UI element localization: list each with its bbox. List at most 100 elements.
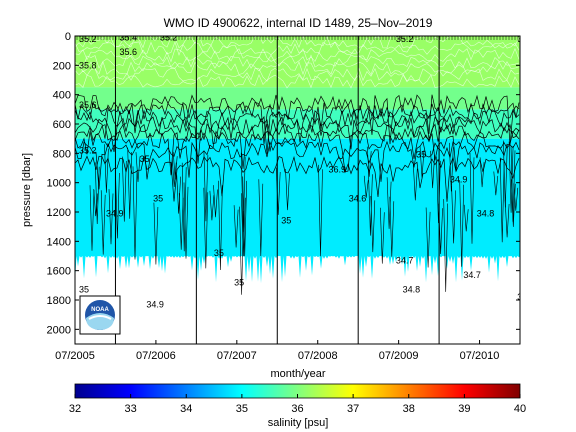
surface-isohaline (75, 36, 520, 49)
x-tick-label-5: 07/2010 (460, 350, 500, 362)
contour-spike (318, 164, 323, 257)
salinity-layer-3 (75, 138, 520, 256)
contour-spike (419, 145, 425, 178)
y-tick-label-3: 600 (53, 119, 71, 131)
contour-label-10: 35 (153, 194, 163, 204)
contour-label-24: 34.7 (463, 270, 481, 280)
y-tick-label-7: 1400 (47, 236, 71, 248)
contour-label-19: 34.7 (396, 255, 414, 265)
contour-spike (104, 144, 109, 193)
contour-spike (132, 166, 138, 260)
contour-line (75, 140, 520, 190)
x-axis: 07/2005 07/2006 07/2007 07/2008 07/2009 07/20… (55, 340, 499, 362)
surface-isohaline (75, 41, 520, 56)
contour-label-18: 34.6 (349, 194, 367, 204)
contour-spike (233, 205, 239, 248)
contour-spike (459, 180, 464, 267)
y-tick-label-0: 0 (65, 31, 71, 43)
contour-spike (425, 207, 431, 268)
contour-spike (89, 185, 95, 251)
contour-spike (463, 204, 469, 232)
contour-label-11: 34.9 (106, 208, 124, 218)
contour-label-7: 35.2 (517, 34, 535, 44)
contour-spike (430, 150, 435, 189)
contour-label-17: 35 (281, 216, 291, 226)
contour-label-5: 35.6 (79, 100, 97, 110)
noaa-logo: NOAA (79, 295, 121, 335)
contour-spike (242, 176, 247, 257)
contour-spike (368, 169, 373, 236)
contour-spike (176, 172, 181, 214)
contour-spike (183, 182, 189, 259)
contour-spike (469, 152, 475, 244)
contour-spike (493, 171, 499, 196)
x-tick-label-2: 07/2007 (217, 350, 257, 362)
contour-spike (413, 164, 418, 201)
colorbar-tick-label-1: 33 (125, 403, 137, 415)
plot-area: 35.2 35.4 35.6 35.2 35.8 35.6 35.2 35.2 35.2 35 35… (75, 32, 535, 344)
colorbar-tick-label-0: 32 (69, 403, 81, 415)
contour-line (75, 123, 520, 169)
y-tick-label-2: 400 (53, 90, 71, 102)
y-axis: 0 200 400 600 800 1000 1200 1400 1600 1800 2000 (47, 31, 520, 336)
contour-spike (451, 185, 456, 244)
profile-bottom-edge (75, 256, 520, 284)
contour-spike (285, 168, 290, 211)
contour-spike (209, 190, 215, 221)
contour-spike (135, 152, 141, 183)
contour-spike (386, 177, 392, 229)
contour-spike (213, 185, 218, 218)
contour-spike (258, 179, 264, 257)
contour-spike (93, 189, 98, 217)
contour-label-23: 34.8 (477, 208, 495, 218)
colorbar-tick-label-5: 37 (347, 403, 359, 415)
contour-line (75, 101, 520, 145)
contour-spike (511, 179, 516, 227)
contour-label-9: 35 (140, 154, 150, 164)
contour-label-2: 35.6 (119, 47, 137, 57)
colorbar-tick-label-7: 39 (458, 403, 470, 415)
contour-spike (218, 180, 223, 271)
contour-spike (510, 145, 516, 222)
contour-spike (479, 157, 485, 188)
contour-spike (127, 147, 132, 219)
contour-label-22: 34.9 (450, 175, 468, 185)
contour-spike (153, 202, 159, 265)
contour-spike (203, 187, 209, 269)
contour-label-0: 35.2 (79, 34, 97, 44)
contour-spike (94, 162, 100, 225)
plot-frame (74, 35, 521, 345)
contour-label-13: 35 (234, 277, 244, 287)
y-tick-label-1: 200 (53, 60, 71, 72)
contour-label-16: 36.9 (328, 164, 346, 174)
contour-label-21: 35 (416, 150, 426, 160)
contour-line (75, 130, 520, 176)
contour-label-15: 34.9 (146, 299, 164, 309)
y-tick-label-9: 1800 (47, 295, 71, 307)
contour-label-12: 35 (214, 248, 224, 258)
chart-title: WMO ID 4900622, internal ID 1489, 25–Nov… (164, 16, 433, 30)
y-tick-label-10: 2000 (47, 324, 71, 336)
surface-isohaline (75, 67, 520, 82)
x-tick-label-0: 07/2005 (55, 350, 95, 362)
surface-isohaline (75, 54, 520, 69)
colorbar-tick-label-8: 40 (514, 403, 526, 415)
contour-spike (363, 175, 369, 198)
y-axis-label: pressure [dbar] (21, 153, 33, 227)
contour-label-20: 34.8 (403, 285, 421, 295)
contour-spike (436, 156, 441, 224)
surface-isohaline (75, 74, 520, 89)
contour-label-8: 35.2 (79, 145, 97, 155)
surface-isohaline (75, 47, 520, 63)
contour-label-14: 35 (79, 285, 89, 295)
contour-spike (513, 183, 519, 211)
x-tick-label-3: 07/2008 (298, 350, 338, 362)
contour-spike (100, 190, 106, 255)
contour-spike (380, 207, 385, 264)
contour-label-6: 35.2 (396, 34, 414, 44)
contour-spike (503, 140, 508, 208)
contour-label-1: 35.4 (119, 32, 137, 42)
x-axis-label: month/year (270, 368, 325, 380)
contour-spike (508, 141, 514, 213)
